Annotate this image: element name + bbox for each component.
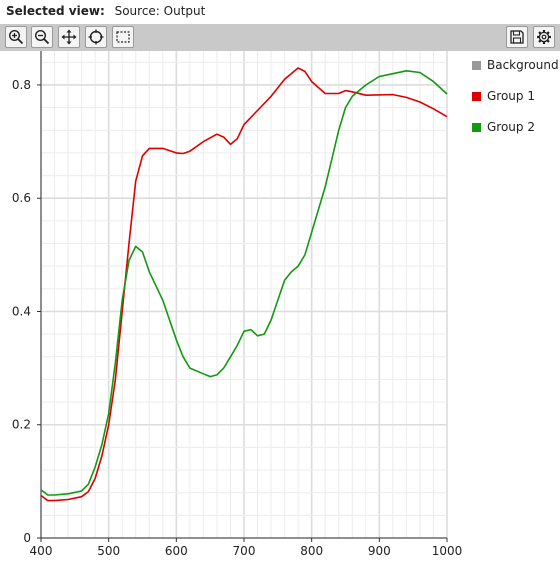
chart-grid [40, 51, 448, 539]
pan-icon [61, 29, 77, 45]
selected-view-value: Source: Output [114, 4, 206, 18]
save-icon [510, 30, 524, 44]
select-rect-button[interactable] [112, 26, 134, 48]
plot-toolbar [0, 24, 560, 51]
zoom-in-icon [8, 29, 24, 45]
legend-swatch-group-2 [472, 122, 481, 132]
x-tick-label: 500 [97, 544, 120, 558]
chart-axes: 400 500 600 700 800 900 1000 0 0.2 0.4 0.6 0.8 [12, 51, 462, 558]
y-tick-label: 0.8 [12, 78, 31, 92]
legend-swatch-background [472, 60, 481, 70]
plot-area[interactable]: 400 500 600 700 800 900 1000 0 0.2 0.4 0.6 0.8 Back… [0, 51, 560, 573]
x-tick-label: 700 [233, 544, 256, 558]
y-tick-label: 0.4 [12, 304, 31, 318]
reset-view-button[interactable] [85, 26, 107, 48]
y-tick-label: 0.2 [12, 418, 31, 432]
pan-button[interactable] [58, 26, 80, 48]
zoom-out-icon [34, 29, 50, 45]
settings-icon [537, 30, 551, 44]
zoom-out-button[interactable] [31, 26, 53, 48]
view-header: Selected view: Source: Output [0, 0, 560, 22]
zoom-in-button[interactable] [5, 26, 27, 48]
legend-label-group-1: Group 1 [487, 89, 535, 103]
legend-item-group-1[interactable]: Group 1 [472, 87, 535, 105]
select-rect-icon [116, 31, 130, 43]
legend-label-group-2: Group 2 [487, 120, 535, 134]
reset-view-icon [88, 29, 104, 45]
x-tick-label: 900 [368, 544, 391, 558]
legend-item-background[interactable]: Background [472, 56, 559, 74]
legend-item-group-2[interactable]: Group 2 [472, 118, 535, 136]
x-tick-label: 600 [165, 544, 188, 558]
selected-view-label: Selected view: [6, 4, 105, 18]
x-tick-label: 800 [300, 544, 323, 558]
chart-series [40, 67, 448, 502]
y-tick-label: 0 [23, 531, 31, 545]
x-tick-label: 400 [30, 544, 53, 558]
settings-button[interactable] [533, 26, 555, 48]
line-chart[interactable]: 400 500 600 700 800 900 1000 0 0.2 0.4 0.6 0.8 [0, 51, 470, 573]
y-tick-label: 0.6 [12, 191, 31, 205]
legend-label-background: Background [487, 58, 559, 72]
legend-swatch-group-1 [472, 91, 481, 101]
series-line-group-2 [40, 69, 448, 496]
save-button[interactable] [506, 26, 528, 48]
x-tick-label: 1000 [432, 544, 463, 558]
series-line-group-1 [40, 67, 448, 502]
